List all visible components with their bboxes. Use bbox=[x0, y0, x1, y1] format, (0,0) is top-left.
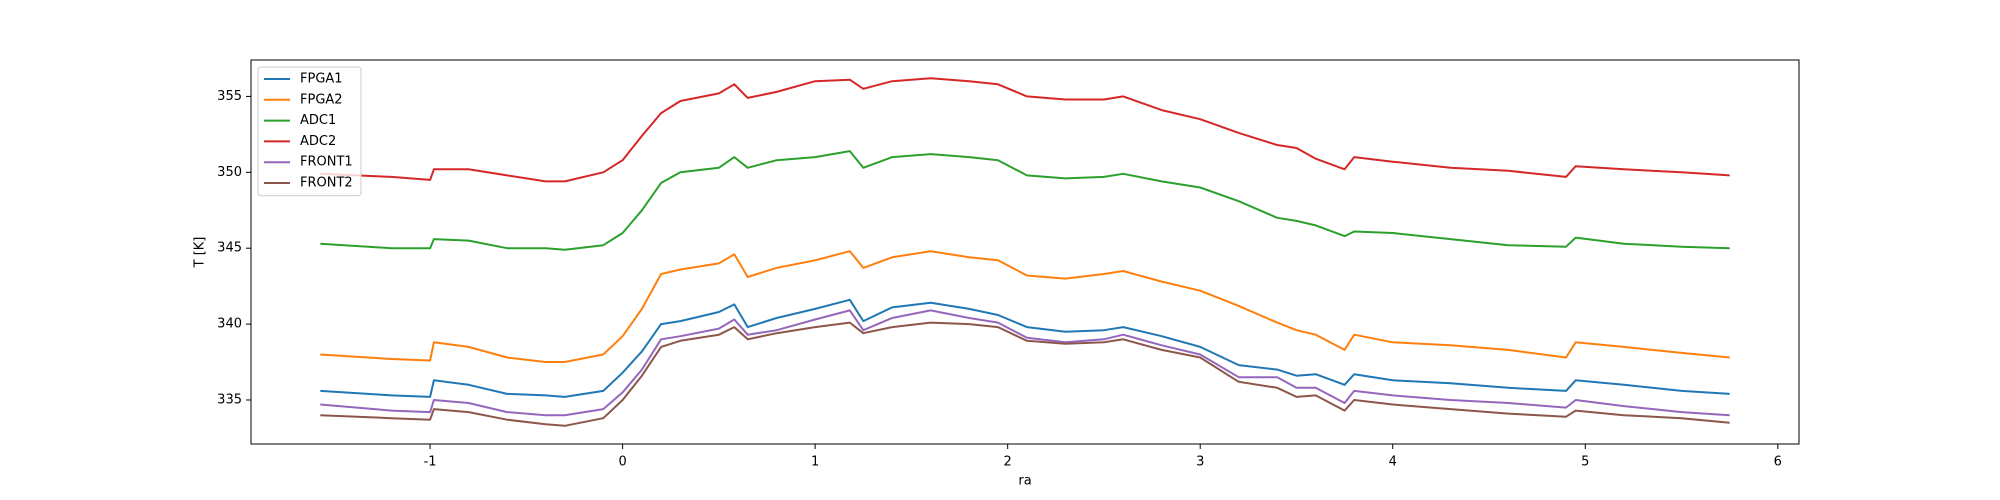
x-tick-label: 6 bbox=[1774, 455, 1782, 470]
plot-frame bbox=[250, 59, 1800, 445]
x-tick-label: 5 bbox=[1581, 455, 1589, 470]
line bbox=[320, 321, 1730, 427]
x-tick-label: 0 bbox=[618, 455, 626, 470]
legend-label: FRONT2 bbox=[300, 176, 353, 191]
legend-label: ADC2 bbox=[300, 134, 336, 149]
line bbox=[320, 77, 1730, 183]
legend-label: ADC1 bbox=[300, 113, 336, 128]
line bbox=[320, 298, 1730, 398]
legend-label: FPGA2 bbox=[300, 92, 343, 107]
legend-label: FPGA1 bbox=[300, 72, 343, 87]
x-tick-label: -1 bbox=[424, 455, 437, 470]
x-tick-label: 1 bbox=[811, 455, 819, 470]
x-axis-label: ra bbox=[1018, 474, 1031, 489]
y-tick-label: 340 bbox=[217, 317, 242, 332]
x-tick-label: 2 bbox=[1004, 455, 1012, 470]
line bbox=[320, 309, 1730, 417]
y-tick-label: 345 bbox=[217, 241, 242, 256]
y-axis-label: T [K] bbox=[193, 237, 208, 269]
legend-label: FRONT1 bbox=[300, 155, 353, 170]
line bbox=[320, 150, 1730, 251]
line bbox=[320, 250, 1730, 363]
x-tick-label: 3 bbox=[1196, 455, 1204, 470]
y-tick-label: 335 bbox=[217, 392, 242, 407]
y-tick-label: 350 bbox=[217, 165, 242, 180]
x-tick-label: 4 bbox=[1389, 455, 1397, 470]
y-tick-label: 355 bbox=[217, 89, 242, 104]
